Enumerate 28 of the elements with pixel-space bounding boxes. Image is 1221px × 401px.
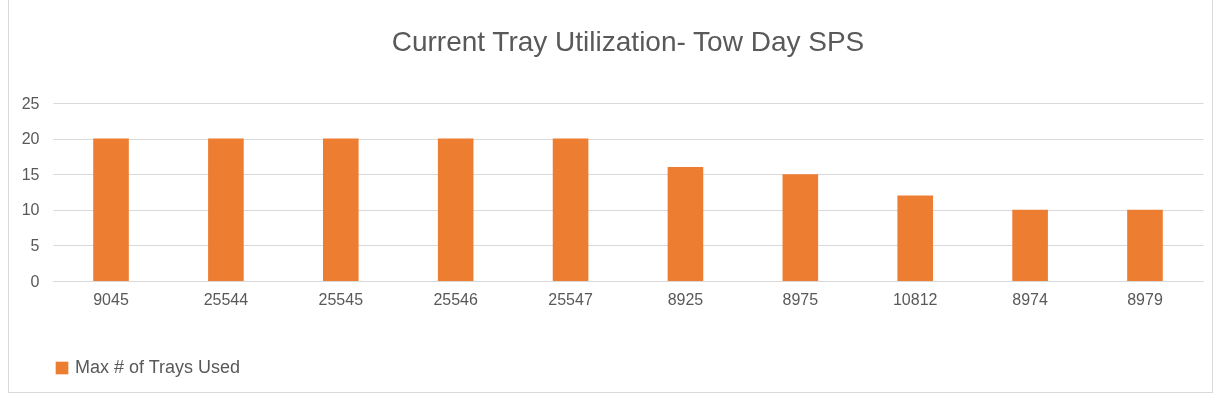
x-tick-label: 10812: [892, 290, 938, 308]
chart-title: Current Tray Utilization- Tow Day SPS: [391, 26, 865, 57]
x-tick-label: 25545: [318, 290, 364, 308]
bar: [667, 167, 704, 281]
x-tick-label: 8979: [1127, 290, 1163, 308]
x-tick-label: 8925: [667, 290, 704, 308]
y-tick-label: 20: [21, 130, 40, 148]
bar: [322, 138, 359, 281]
x-tick-label: 25544: [203, 290, 249, 308]
bar: [1012, 209, 1048, 281]
bar: [897, 195, 934, 281]
x-tick-label: 8974: [1012, 290, 1048, 308]
bar: [208, 138, 244, 281]
bar: [552, 138, 589, 281]
x-tick-label: 9045: [93, 290, 129, 308]
y-tick-label: 15: [21, 165, 40, 183]
y-tick-label: 0: [30, 272, 40, 290]
bar: [93, 138, 129, 281]
bar: [437, 138, 474, 281]
x-tick-label: 25546: [433, 290, 479, 308]
x-tick-label: 25547: [548, 290, 593, 308]
bar: [782, 174, 819, 281]
y-tick-label: 25: [21, 94, 40, 112]
legend-label: Max # of Trays Used: [75, 357, 241, 377]
bar: [1127, 209, 1163, 281]
y-tick-label: 5: [30, 236, 40, 254]
y-tick-label: 10: [21, 201, 40, 219]
x-tick-label: 8975: [782, 290, 819, 308]
